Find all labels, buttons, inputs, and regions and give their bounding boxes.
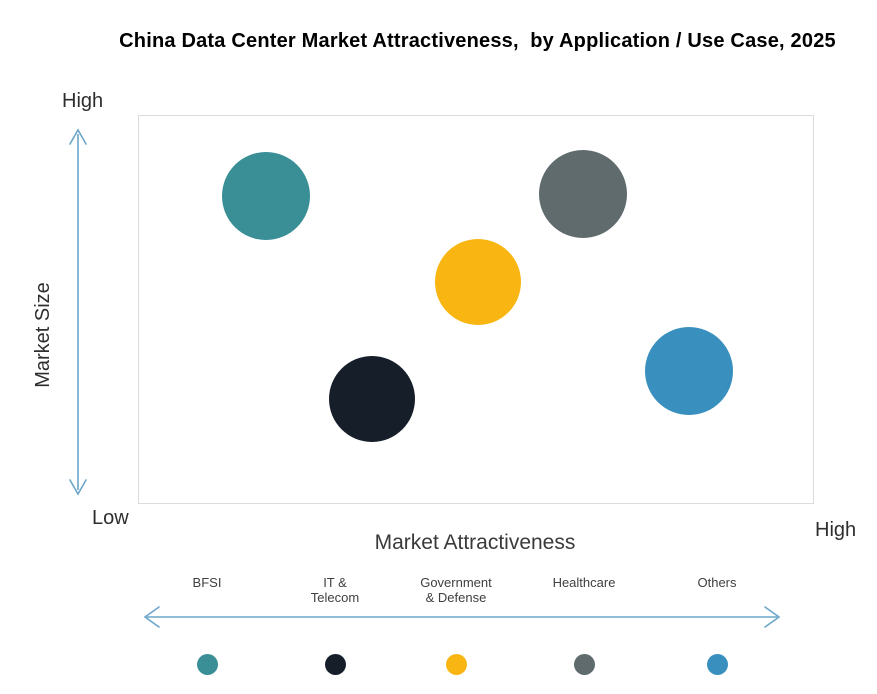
vertical-double-arrow-icon [69, 128, 87, 496]
bubble-others [644, 327, 733, 416]
y-axis-low-label: Low [92, 507, 129, 529]
x-axis-high-label: High [815, 519, 857, 541]
bubble-bfsi [221, 152, 310, 241]
legend-dot-bfsi [196, 654, 218, 675]
legend-dot-it-telecom [324, 654, 346, 675]
legend-dot-others [706, 654, 728, 675]
legend-label-others: Others [697, 575, 737, 590]
y-axis-title: Market Size [32, 282, 54, 388]
legend-label-healthcare: Healthcare [552, 575, 616, 590]
y-axis-high-label: High [62, 90, 104, 112]
legend-dot-government-defense [445, 654, 467, 675]
bubble-government-defense [435, 239, 522, 326]
x-axis-title: Market Attractiveness [374, 531, 576, 554]
legend-label-government-defense: Government & Defense [420, 575, 492, 605]
bubble-healthcare [539, 150, 628, 239]
horizontal-double-arrow-icon [143, 606, 781, 628]
legend-label-it-telecom: IT & Telecom [310, 575, 360, 605]
legend-label-bfsi: BFSI [192, 575, 222, 590]
plot-area [138, 115, 814, 504]
legend-dot-healthcare [573, 654, 595, 675]
bubble-it-telecom [329, 355, 416, 442]
chart-title: China Data Center Market Attractiveness,… [119, 30, 836, 52]
